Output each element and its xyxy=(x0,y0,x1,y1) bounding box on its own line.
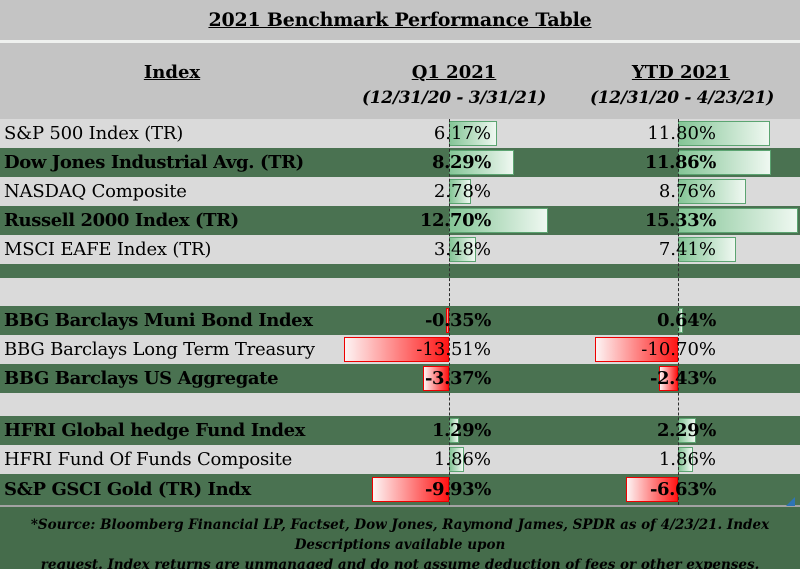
q1-value: -3.37% xyxy=(424,368,491,389)
section-spacer xyxy=(0,393,800,416)
ytd-value: 2.29% xyxy=(657,420,716,441)
table-row: S&P GSCI Gold (TR) Indx -9.93% -6.63% xyxy=(0,474,800,505)
footnote-line-2: request. Index returns are unmanaged and… xyxy=(40,557,760,569)
ytd-value: -6.63% xyxy=(649,479,716,500)
table-bottom-border xyxy=(0,505,800,507)
ytd-value: 0.64% xyxy=(657,310,716,331)
ytd-value: 1.86% xyxy=(658,449,716,470)
column-header-ytd: YTD 2021 xyxy=(631,62,731,83)
table-row: BBG Barclays Long Term Treasury -13.51% -1… xyxy=(0,335,800,364)
table-row: HFRI Fund Of Funds Composite 1.86% 1.86% xyxy=(0,445,800,474)
ytd-value: 15.33% xyxy=(644,210,716,231)
row-label: HFRI Fund Of Funds Composite xyxy=(4,449,293,470)
q1-databar xyxy=(446,308,449,333)
column-header-q1: Q1 2021 xyxy=(411,62,497,83)
table-row: NASDAQ Composite 2.78% 8.76% xyxy=(0,177,800,206)
row-label: HFRI Global hedge Fund Index xyxy=(4,420,305,441)
ytd-databar xyxy=(678,121,770,146)
row-label: Dow Jones Industrial Avg. (TR) xyxy=(4,152,304,173)
table-row: BBG Barclays Muni Bond Index -0.35% 0.64% xyxy=(0,306,800,335)
row-label: NASDAQ Composite xyxy=(4,181,187,202)
row-label: BBG Barclays US Aggregate xyxy=(4,368,279,389)
ytd-value: 11.86% xyxy=(644,152,716,173)
table-row: BBG Barclays US Aggregate -3.37% -2.43% xyxy=(0,364,800,393)
q1-value: -0.35% xyxy=(424,310,491,331)
ytd-value: 7.41% xyxy=(658,239,716,260)
row-label: S&P GSCI Gold (TR) Indx xyxy=(4,479,251,500)
q1-value: 3.48% xyxy=(433,239,491,260)
row-label: BBG Barclays Muni Bond Index xyxy=(4,310,313,331)
page-title-text: 2021 Benchmark Performance Table xyxy=(208,9,592,31)
ytd-databar xyxy=(678,208,798,233)
q1-value: 8.29% xyxy=(432,152,491,173)
ytd-value: -2.43% xyxy=(649,368,716,389)
ytd-databar xyxy=(678,237,736,262)
q1-databar xyxy=(449,121,497,146)
q1-databar xyxy=(344,337,449,362)
table-row: Dow Jones Industrial Avg. (TR) 8.29% 11.86… xyxy=(0,148,800,177)
ytd-databar xyxy=(626,477,678,502)
q1-value: 6.17% xyxy=(433,123,491,144)
q1-value: 1.86% xyxy=(433,449,491,470)
ytd-databar xyxy=(595,337,678,362)
ytd-databar xyxy=(678,150,771,175)
footnote-line-1: *Source: Bloomberg Financial LP, Factset… xyxy=(30,517,770,553)
row-label: S&P 500 Index (TR) xyxy=(4,123,184,144)
row-label: MSCI EAFE Index (TR) xyxy=(4,239,212,260)
blue-triangle-icon xyxy=(786,497,795,506)
q1-value: -13.51% xyxy=(416,339,491,360)
page-title: 2021 Benchmark Performance Table xyxy=(0,9,800,31)
table-row: MSCI EAFE Index (TR) 3.48% 7.41% xyxy=(0,235,800,264)
section-spacer xyxy=(0,278,800,306)
q1-value: 2.78% xyxy=(433,181,491,202)
zero-axis-line xyxy=(678,119,679,505)
source-footnote: *Source: Bloomberg Financial LP, Factset… xyxy=(0,507,800,569)
q1-value: -9.93% xyxy=(424,479,491,500)
table-row: Russell 2000 Index (TR) 12.70% 15.33% xyxy=(0,206,800,235)
benchmark-table: S&P 500 Index (TR) 6.17% 11.80% Dow Jones I… xyxy=(0,119,800,505)
q1-value: 12.70% xyxy=(419,210,491,231)
ytd-value: -10.70% xyxy=(641,339,716,360)
table-row: HFRI Global hedge Fund Index 1.29% 2.29% xyxy=(0,416,800,445)
ytd-value: 11.80% xyxy=(647,123,716,144)
row-label: Russell 2000 Index (TR) xyxy=(4,210,239,231)
zero-axis-line xyxy=(449,119,450,505)
column-header-index: Index xyxy=(143,62,201,83)
ytd-databar xyxy=(659,366,678,391)
column-subheader-q1-daterange: (12/31/20 - 3/31/21) xyxy=(362,88,546,108)
column-subheader-ytd-daterange: (12/31/20 - 4/23/21) xyxy=(590,88,774,108)
q1-value: 1.29% xyxy=(432,420,491,441)
section-spacer xyxy=(0,264,800,278)
q1-databar xyxy=(449,237,476,262)
q1-databar xyxy=(423,366,449,391)
ytd-value: 8.76% xyxy=(658,181,716,202)
row-label: BBG Barclays Long Term Treasury xyxy=(4,339,315,360)
table-row: S&P 500 Index (TR) 6.17% 11.80% xyxy=(0,119,800,148)
title-divider xyxy=(0,40,800,43)
q1-databar xyxy=(372,477,449,502)
